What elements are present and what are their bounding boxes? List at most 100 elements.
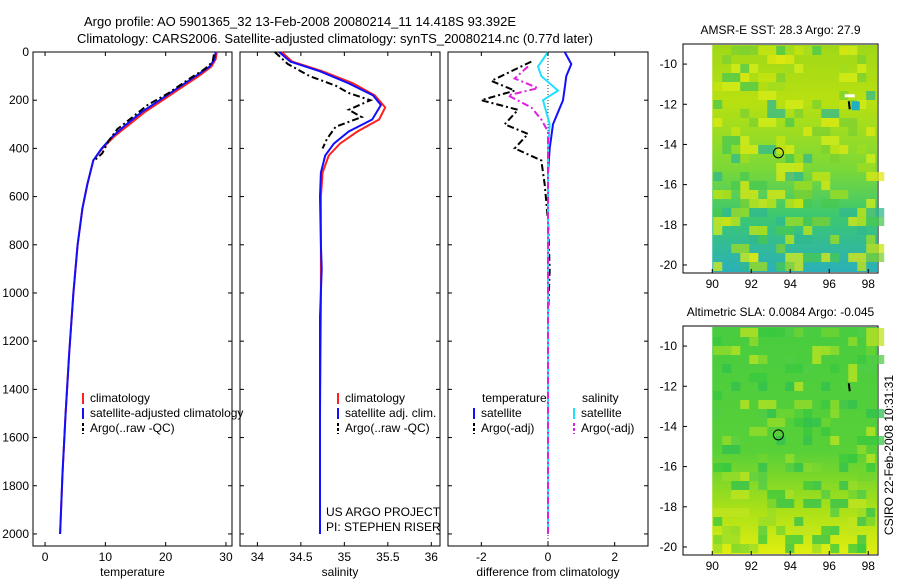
sla_map-pixel	[758, 526, 768, 535]
sla_map-pixel	[713, 544, 723, 553]
sst_map-pixel	[821, 181, 831, 190]
sst_map-pixel	[776, 145, 786, 154]
sla_map-pixel	[821, 490, 831, 499]
sla_map-pixel	[794, 328, 804, 337]
sst_map-pixel	[839, 91, 849, 100]
sla_map-pixel	[857, 364, 876, 373]
sst_map-pixel	[749, 199, 759, 208]
sla_map-pixel	[812, 481, 822, 490]
sla_map-pixel	[740, 328, 759, 337]
sla_map-pixel	[821, 427, 831, 436]
sst_map-pixel	[857, 145, 867, 154]
sla_map-pixel	[776, 499, 795, 508]
sst_map-pixel	[857, 226, 867, 235]
sst_map-pixel	[740, 199, 750, 208]
sst_map-pixel	[794, 190, 813, 199]
sla_map-pixel	[794, 517, 804, 526]
sst_map-x-tick-label: 98	[862, 277, 876, 291]
sla_map-pixel	[857, 472, 876, 481]
sla_map-pixel	[758, 517, 777, 526]
sst_map-pixel	[866, 154, 876, 163]
sla_map-pixel	[830, 544, 840, 553]
sst_map-pixel	[776, 217, 786, 226]
sst_map-pixel	[731, 127, 741, 136]
sst_map-pixel	[812, 217, 831, 226]
legend-diff-temp-sat-label: satellite	[481, 406, 522, 420]
sst_map-pixel	[785, 217, 804, 226]
sst_map-pixel	[740, 73, 750, 82]
sla_map-pixel	[749, 427, 768, 436]
sla_map-pixel	[866, 436, 885, 445]
sla_map-pixel	[722, 364, 732, 373]
sla_map-pixel	[812, 544, 822, 553]
sla_map-pixel	[713, 535, 723, 544]
sst_map-y-tick-label: -16	[660, 178, 678, 192]
sst_map-pixel	[749, 181, 768, 190]
sla_map-pixel	[866, 454, 876, 463]
sla_map-pixel	[830, 409, 840, 418]
sst_map-pixel	[767, 82, 786, 91]
sst_map-pixel	[839, 46, 849, 55]
sla_map-pixel	[848, 337, 858, 346]
sst_map-pixel	[713, 118, 723, 127]
sla_map-pixel	[812, 535, 831, 544]
legend-diff-temp-title: temperature	[482, 391, 547, 405]
sst_map-pixel	[758, 118, 777, 127]
sst_map-pixel	[839, 208, 858, 217]
sst_map-pixel	[713, 100, 723, 109]
sst_map-pixel	[758, 235, 768, 244]
sla_map-pixel	[731, 346, 741, 355]
legend-diff-sal-argo-label: Argo(-adj)	[581, 421, 634, 435]
sla_map-float-track-mark	[847, 383, 851, 392]
figure-title-line1: Argo profile: AO 5901365_32 13-Feb-2008 …	[84, 14, 516, 29]
legend-temp-sat-label: satellite-adjusted climatology	[90, 406, 243, 420]
sla_map-pixel	[866, 409, 885, 418]
sst_map-pixel	[767, 100, 777, 109]
depth-tick-label: 200	[9, 93, 29, 107]
sla_map-argo-position-marker	[772, 429, 784, 441]
sla_map-pixel	[839, 481, 849, 490]
sst_map-pixel	[749, 262, 768, 271]
sla_map-pixel	[767, 490, 777, 499]
sst_map-pixel	[731, 208, 750, 217]
sst_map-pixel	[785, 100, 804, 109]
sla_map-pixel	[857, 544, 867, 553]
sla_map-pixel	[830, 526, 840, 535]
sst_map-pixel	[758, 199, 768, 208]
sst_map-pixel	[731, 154, 741, 163]
legend-diff-sal-sat-label: satellite	[581, 406, 622, 420]
sla_map-pixel	[866, 517, 876, 526]
sst_map-pixel	[830, 154, 840, 163]
salinity-profile-panel: 34 34.5 35 35.5 36 salinity	[239, 51, 441, 579]
sla_map-y-tick-label: -20	[660, 540, 678, 554]
sst_map-y-tick-label: -10	[660, 57, 678, 71]
temperature-x-tick-label: 0	[42, 550, 49, 564]
sla_map-pixel	[776, 526, 786, 535]
difference-x-tick-label: 0	[545, 550, 552, 564]
sst_map-pixel	[794, 127, 804, 136]
sla_map-pixel	[731, 508, 750, 517]
sst_map-pixel	[722, 190, 732, 199]
sla_map-pixel	[848, 526, 858, 535]
sst_map-pixel	[821, 253, 831, 262]
sla_map-pixel	[857, 445, 867, 454]
sst_map-pixel	[794, 181, 813, 190]
sst_map-pixel	[848, 46, 858, 55]
sla_map-pixel	[713, 337, 723, 346]
sst_map-pixel	[785, 118, 795, 127]
sla_map-pixel	[758, 454, 768, 463]
salinity-x-tick-label: 34.5	[289, 550, 313, 564]
sst_map-pixel	[803, 253, 822, 262]
sla_map-pixel	[758, 355, 768, 364]
depth-tick-label: 2000	[2, 527, 29, 541]
sst_map-y-tick-label: -18	[660, 218, 678, 232]
sst_map-pixel	[785, 253, 804, 262]
difference-series-1	[477, 60, 551, 534]
timestamp-label: CSIRO 22-Feb-2008 10:31:31	[882, 375, 896, 535]
sla_map-pixel	[767, 508, 777, 517]
sst_map-pixel	[794, 199, 804, 208]
sst_map-pixel	[794, 163, 804, 172]
sst_map-pixel	[740, 136, 750, 145]
sla_map-pixel	[821, 346, 840, 355]
